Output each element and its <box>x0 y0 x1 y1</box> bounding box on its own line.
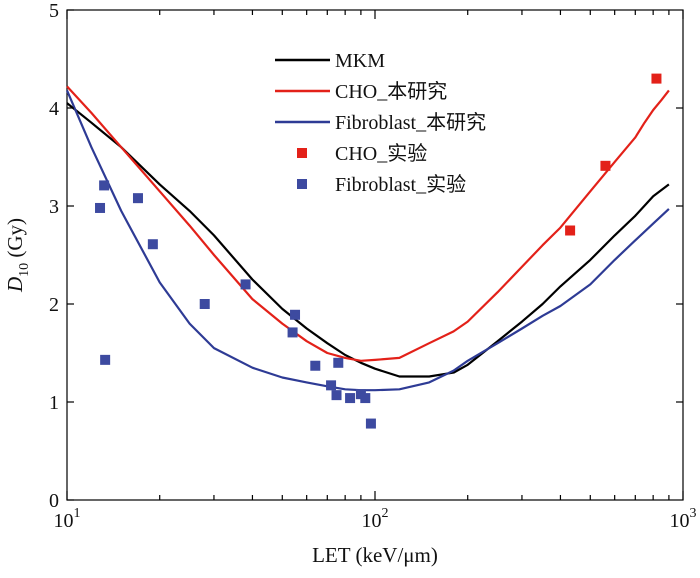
series-CHO_实验-point-2 <box>651 74 661 84</box>
series-Fibroblast_实验-point-0 <box>95 203 105 213</box>
series-Fibroblast_实验-point-1 <box>99 180 109 190</box>
series-Fibroblast_实验-point-2 <box>100 355 110 365</box>
x-tick-label-base: 10 <box>362 510 382 532</box>
y-tick-label-2: 2 <box>49 294 59 316</box>
y-tick-label-5: 5 <box>49 0 59 22</box>
x-tick-label-base: 10 <box>54 510 74 532</box>
x-tick-label-exponent: 2 <box>382 506 389 521</box>
x-tick-label-10: 101 <box>54 506 81 532</box>
legend-item-CHO_实验-label: CHO_实验 <box>335 142 427 165</box>
legend-item-Fibroblast_实验-label: Fibroblast_实验 <box>335 173 466 196</box>
legend-item-CHO_本研究-label: CHO_本研究 <box>335 80 447 103</box>
x-tick-label-exponent: 3 <box>690 506 697 521</box>
legend-item-Fibroblast_本研究-label: Fibroblast_本研究 <box>335 111 486 134</box>
series-Fibroblast_实验-point-6 <box>241 279 251 289</box>
series-Fibroblast_实验-point-9 <box>310 361 320 371</box>
legend: MKM CHO_本研究 Fibroblast_本研究 CHO_实验 Fibroblast… <box>275 50 486 196</box>
y-tick-label-0: 0 <box>49 490 59 512</box>
series-Fibroblast_实验-point-8 <box>290 310 300 320</box>
series-CHO_实验-point-0 <box>565 226 575 236</box>
series-Fibroblast_实验-point-12 <box>333 358 343 368</box>
y-axis-label-sub: 10 <box>17 263 32 277</box>
series-Fibroblast_实验-point-3 <box>133 193 143 203</box>
series-Fibroblast_实验-point-7 <box>288 327 298 337</box>
series-CHO_实验-point-1 <box>600 161 610 171</box>
x-tick-label-100: 102 <box>362 506 389 532</box>
x-tick-label-1000: 103 <box>670 506 697 532</box>
y-axis-label-unit: (Gy) <box>3 218 27 263</box>
legend-item-Fibroblast_实验-swatch <box>297 179 307 189</box>
series-Fibroblast_实验-point-15 <box>360 393 370 403</box>
y-tick-label-1: 1 <box>49 392 59 414</box>
x-tick-label-exponent: 1 <box>74 506 81 521</box>
x-axis-label: LET (keV/μm) <box>312 543 438 567</box>
y-tick-label-4: 4 <box>49 98 59 120</box>
series-Fibroblast_实验-point-16 <box>366 419 376 429</box>
y-axis-label-main: D <box>3 277 27 293</box>
y-tick-label-3: 3 <box>49 196 59 218</box>
series-Fibroblast_实验-point-13 <box>345 393 355 403</box>
chart: 012345101 102 103LET (keV/μm)D10 (Gy) MKMC… <box>0 0 700 578</box>
series-Fibroblast_实验-point-10 <box>326 380 336 390</box>
y-axis-label: D10 (Gy) <box>3 218 32 293</box>
legend-item-MKM-label: MKM <box>335 50 385 72</box>
x-tick-label-base: 10 <box>670 510 690 532</box>
legend-item-CHO_实验-swatch <box>297 148 307 158</box>
series-Fibroblast_实验-point-5 <box>200 299 210 309</box>
series-Fibroblast_实验-point-11 <box>332 390 342 400</box>
series-Fibroblast_实验-point-4 <box>148 239 158 249</box>
